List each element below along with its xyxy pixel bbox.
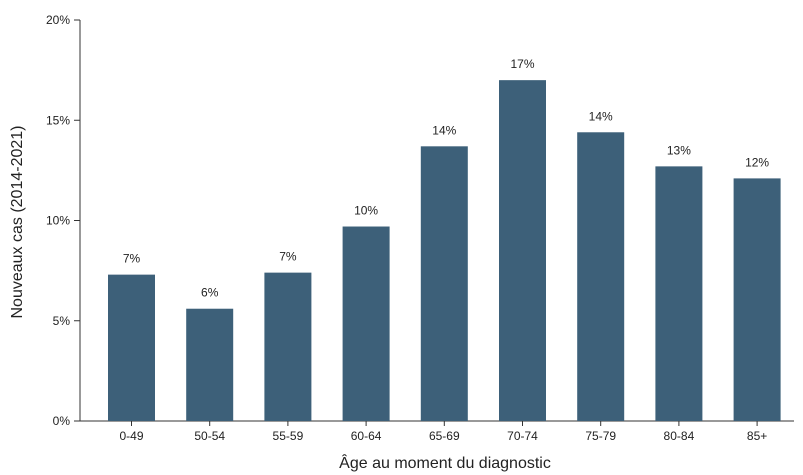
x-tick-label: 75-79	[585, 429, 616, 443]
y-tick-label: 10%	[46, 214, 70, 228]
x-tick-label: 65-69	[429, 429, 460, 443]
bar	[733, 178, 781, 421]
bar	[577, 132, 625, 421]
data-label: 12%	[745, 155, 769, 169]
bar	[108, 274, 155, 421]
x-tick-label: 80-84	[664, 429, 695, 443]
x-tick-label: 60-64	[351, 429, 382, 443]
x-axis-title: Âge au moment du diagnostic	[339, 453, 551, 472]
x-tick-label: 55-59	[273, 429, 304, 443]
data-labels-group: 7% 6% 7% 10% 14% 17% 14% 13% 12%	[123, 57, 770, 300]
data-label: 17%	[510, 57, 534, 71]
x-tick-label: 70-74	[507, 429, 538, 443]
y-tick-label: 15%	[46, 113, 70, 127]
bar	[420, 146, 468, 421]
bar	[186, 308, 234, 421]
bars-group	[108, 80, 781, 422]
bar	[264, 272, 312, 421]
data-label: 7%	[279, 250, 297, 264]
y-tick-label: 0%	[53, 414, 71, 428]
x-tick-label: 85+	[747, 429, 767, 443]
y-axis: 0% 5% 10% 15% 20%	[46, 13, 81, 428]
data-label: 6%	[201, 286, 219, 300]
y-tick-label: 5%	[53, 314, 71, 328]
data-label: 14%	[589, 109, 613, 123]
data-label: 10%	[354, 204, 378, 218]
bar	[342, 226, 390, 421]
data-label: 7%	[123, 252, 141, 266]
bar	[655, 166, 703, 421]
bar	[499, 80, 546, 422]
data-label: 13%	[667, 143, 691, 157]
x-axis: 0-49 50-54 55-59 60-64 65-69 70-74 75-79 80-84 8…	[80, 420, 794, 443]
data-label: 14%	[432, 123, 456, 137]
x-tick-label: 50-54	[194, 429, 225, 443]
x-tick-label: 0-49	[119, 429, 143, 443]
y-axis-title: Nouveaux cas (2014-2021)	[9, 125, 26, 318]
y-tick-label: 20%	[46, 13, 70, 27]
